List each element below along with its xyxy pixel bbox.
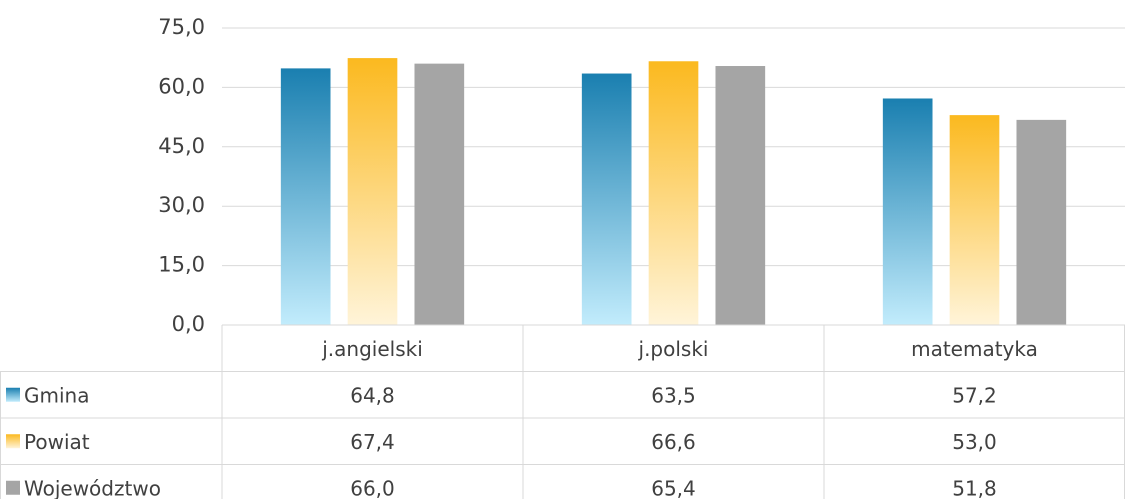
x-tick-label: matematyka <box>911 337 1038 361</box>
table-value: 66,0 <box>350 476 395 499</box>
y-tick-label: 75,0 <box>158 15 205 39</box>
bar <box>414 63 465 325</box>
bar <box>280 68 331 325</box>
x-tick-label: j.polski <box>638 337 709 361</box>
legend-label: Województwo <box>24 476 161 499</box>
x-tick-label: j.angielski <box>321 337 423 361</box>
table-value: 53,0 <box>952 430 997 454</box>
table-value: 67,4 <box>350 430 395 454</box>
y-tick-label: 30,0 <box>158 193 205 217</box>
table-value: 51,8 <box>952 476 997 499</box>
legend-swatch <box>6 434 20 449</box>
y-tick-label: 45,0 <box>158 134 205 158</box>
table-value: 66,6 <box>651 430 696 454</box>
bar <box>949 115 1000 326</box>
table-value: 63,5 <box>651 383 696 407</box>
bar <box>347 58 398 325</box>
table-value: 65,4 <box>651 476 696 499</box>
legend-label: Powiat <box>24 430 90 454</box>
table-value: 57,2 <box>952 383 997 407</box>
table-value: 64,8 <box>350 383 395 407</box>
legend-label: Gmina <box>24 383 89 407</box>
y-tick-label: 15,0 <box>158 253 205 277</box>
legend-swatch <box>6 387 20 402</box>
legend-swatch <box>6 480 20 495</box>
y-tick-label: 60,0 <box>158 74 205 98</box>
bar <box>581 73 632 325</box>
y-tick-label: 0,0 <box>172 312 205 336</box>
bar <box>648 61 699 325</box>
bar <box>715 66 766 326</box>
bar <box>882 98 933 325</box>
bar <box>1016 119 1067 325</box>
